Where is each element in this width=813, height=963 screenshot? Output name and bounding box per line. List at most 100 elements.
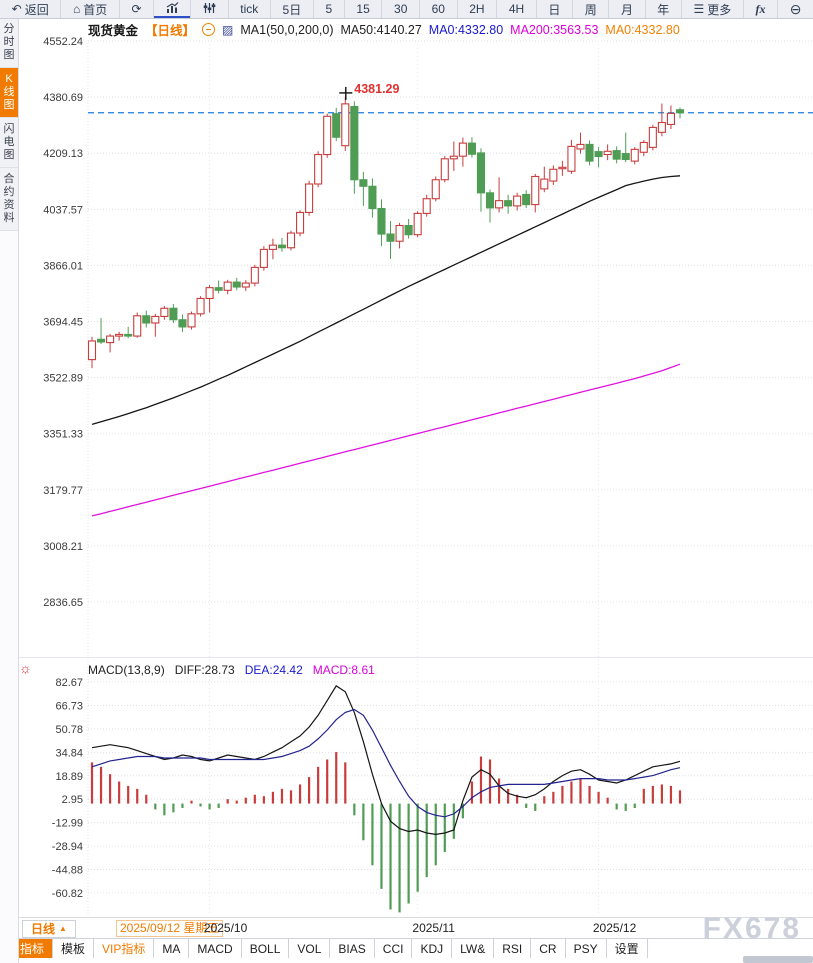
candle <box>404 218 413 239</box>
period-week-button[interactable]: 周 <box>573 0 610 18</box>
candle <box>160 305 169 320</box>
sidebar-char: 分 <box>3 23 15 35</box>
period-60m-button[interactable]: 60 <box>420 0 458 18</box>
collapse-icon[interactable] <box>202 23 216 36</box>
tab-cr[interactable]: CR <box>531 939 566 958</box>
candle <box>395 222 404 249</box>
fx-button[interactable]: fx <box>744 0 779 18</box>
more-button-label: 更多 <box>707 2 732 17</box>
menu-icon: ☰ <box>693 2 705 16</box>
period-30m-button-label: 30 <box>394 2 408 16</box>
candle <box>259 246 268 271</box>
period-60m-button-label: 60 <box>431 2 445 16</box>
tab-psy[interactable]: PSY <box>566 939 607 958</box>
tab-macd[interactable]: MACD <box>189 939 242 958</box>
tab-settings[interactable]: 设置 <box>607 939 648 958</box>
candle <box>142 310 151 328</box>
dea-value: DEA:24.42 <box>244 663 303 677</box>
candle <box>277 237 287 252</box>
period-4h-button[interactable]: 4H <box>497 0 537 18</box>
tab-bias[interactable]: BIAS <box>330 939 375 958</box>
candle <box>323 113 332 158</box>
indicator-tabs-bar: 指标 模板 VIP指标 MA MACD BOLL VOL BIAS CCI KDJ LW& RSI CR… <box>0 938 813 959</box>
ma200-value: MA200:3563.53 <box>510 22 599 37</box>
tab-ma[interactable]: MA <box>154 939 190 958</box>
period-year-button[interactable]: 年 <box>646 0 682 18</box>
svg-text:-28.94: -28.94 <box>52 841 83 853</box>
top-toolbar: ↶ 返回 ⌂ 首页 ⟳ tick 5日 5 15 30 60 2H 4H 日周月年 ☰ 更多 fx ⊖ <box>0 0 813 19</box>
candle <box>621 132 630 163</box>
sidebar-item-time-chart[interactable]: 分时图 <box>0 18 18 68</box>
svg-text:3351.33: 3351.33 <box>43 429 83 441</box>
zoom-out-button[interactable]: ⊖ <box>778 0 813 18</box>
candle <box>214 280 223 294</box>
sidebar-char: 图 <box>3 99 15 111</box>
period-selector-button[interactable]: 日线 ▲ <box>22 920 76 938</box>
tab-indicator[interactable]: 指标 <box>12 939 54 958</box>
chart-legend: 现货黄金 【日线】 ▨ MA1(50,0,200,0) MA50:4140.27… <box>88 20 680 39</box>
candle <box>413 211 422 238</box>
period-2h-button[interactable]: 2H <box>458 0 498 18</box>
candle <box>205 285 214 313</box>
period-30m-button[interactable]: 30 <box>382 0 420 18</box>
more-button[interactable]: ☰ 更多 <box>682 0 744 18</box>
chart-type-button[interactable] <box>154 0 192 18</box>
gridlines <box>18 40 813 916</box>
sidebar-char: 图 <box>3 149 15 161</box>
refresh-button[interactable]: ⟳ <box>120 0 155 18</box>
triangle-up-icon: ▲ <box>59 924 67 933</box>
back-button[interactable]: ↶ 返回 <box>0 0 62 18</box>
symbol-name: 现货黄金 <box>88 24 139 38</box>
svg-text:3522.89: 3522.89 <box>43 373 83 385</box>
candle <box>250 264 259 287</box>
macd-dea-line <box>91 708 681 818</box>
horizontal-scrollbar[interactable] <box>743 956 813 963</box>
period-5m-button[interactable]: 5 <box>314 0 345 18</box>
candle <box>332 107 341 142</box>
candle <box>639 140 648 157</box>
tab-boll[interactable]: BOLL <box>242 939 290 958</box>
indicator-tool-button[interactable] <box>191 0 229 18</box>
brightness-icon[interactable]: ☼ <box>19 660 32 676</box>
candle <box>585 140 594 166</box>
sidebar-item-contract-info[interactable]: 合约资料 <box>0 168 18 231</box>
tick-button-label: tick <box>240 2 259 16</box>
tab-cci[interactable]: CCI <box>375 939 413 958</box>
candle <box>567 139 576 174</box>
back-button-label: 返回 <box>24 2 49 17</box>
period-month-button[interactable]: 月 <box>609 0 646 18</box>
diff-value: DIFF:28.73 <box>174 663 235 677</box>
tab-vol[interactable]: VOL <box>289 939 331 958</box>
candle <box>232 277 241 291</box>
tab-rsi[interactable]: RSI <box>494 939 532 958</box>
sidebar-item-lightning-chart[interactable]: 闪电图 <box>0 118 18 168</box>
candle <box>513 192 522 211</box>
tab-lw[interactable]: LW& <box>452 939 495 958</box>
tab-kdj[interactable]: KDJ <box>412 939 453 958</box>
home-button[interactable]: ⌂ 首页 <box>61 0 120 18</box>
candle <box>666 105 675 130</box>
svg-text:3179.77: 3179.77 <box>43 485 83 497</box>
fx-button-label: fx <box>755 1 766 16</box>
period-15m-button[interactable]: 15 <box>345 0 383 18</box>
candle <box>314 151 323 188</box>
period-label: 【日线】 <box>145 24 196 38</box>
home-icon: ⌂ <box>72 2 81 16</box>
tab-template[interactable]: 模板 <box>53 939 95 958</box>
period-day-button[interactable]: 日 <box>537 0 574 18</box>
period-5d-button[interactable]: 5日 <box>271 0 314 18</box>
tab-vip-indicator[interactable]: VIP指标 <box>94 939 155 958</box>
candle <box>431 176 440 202</box>
candle <box>612 146 621 164</box>
sidebar-char: 图 <box>3 49 15 61</box>
sidebar-char: K <box>5 73 13 85</box>
tick-button[interactable]: tick <box>229 0 271 18</box>
indicator-settings-icon[interactable]: ▨ <box>222 22 234 37</box>
svg-text:4037.57: 4037.57 <box>43 204 83 216</box>
candle <box>458 137 467 167</box>
x-axis-month-label: 2025/12 <box>592 921 637 935</box>
candle <box>359 171 368 206</box>
